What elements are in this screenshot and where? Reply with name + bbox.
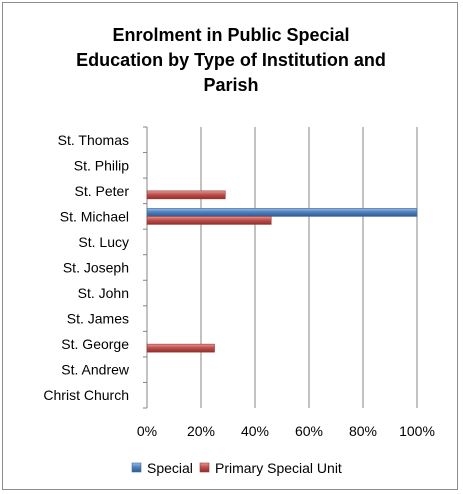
x-tick-label: 100% [399, 423, 435, 439]
grid-lines [143, 126, 418, 409]
y-tick-label: St. Philip [74, 157, 129, 173]
chart-title-line: Education by Type of Institution and [76, 50, 386, 70]
bar-special [146, 208, 418, 217]
legend-swatch [199, 462, 210, 473]
y-tick-label: St. George [61, 336, 129, 352]
bar-primary-special-unit [146, 216, 272, 225]
chart-title-line: Enrolment in Public Special [112, 25, 350, 45]
legend-label: Special [147, 460, 193, 476]
y-tick-label: St. John [78, 285, 129, 301]
legend: Special Primary Special Unit [131, 460, 342, 476]
x-tick-label: 80% [349, 423, 377, 439]
x-tick-label: 0% [137, 423, 157, 439]
legend-swatch [131, 462, 142, 473]
y-tick-label: St. James [67, 311, 129, 327]
y-tick-label: St. Andrew [61, 362, 130, 378]
bar-primary-special-unit [146, 190, 226, 200]
y-tick-label: St. Michael [60, 208, 129, 224]
x-tick-label: 20% [187, 423, 215, 439]
y-axis-labels: St. Thomas St. Philip St. Peter St. Michael… [43, 132, 129, 403]
chart-title: Enrolment in Public Special Education by… [3, 23, 459, 98]
bar-primary-special-unit [146, 343, 215, 353]
legend-label: Primary Special Unit [215, 460, 342, 476]
x-axis-labels: 0% 20% 40% 60% 80% 100% [137, 423, 435, 439]
bars-group [146, 190, 418, 353]
y-tick-label: St. Thomas [58, 132, 129, 148]
chart-frame: Enrolment in Public Special Education by… [2, 2, 458, 490]
x-tick-label: 60% [295, 423, 323, 439]
y-tick-label: Christ Church [43, 387, 129, 403]
chart-title-line: Parish [203, 75, 259, 95]
x-tick-label: 40% [241, 423, 269, 439]
y-tick-label: St. Peter [75, 183, 130, 199]
y-tick-label: St. Joseph [63, 260, 129, 276]
y-tick-label: St. Lucy [78, 234, 129, 250]
